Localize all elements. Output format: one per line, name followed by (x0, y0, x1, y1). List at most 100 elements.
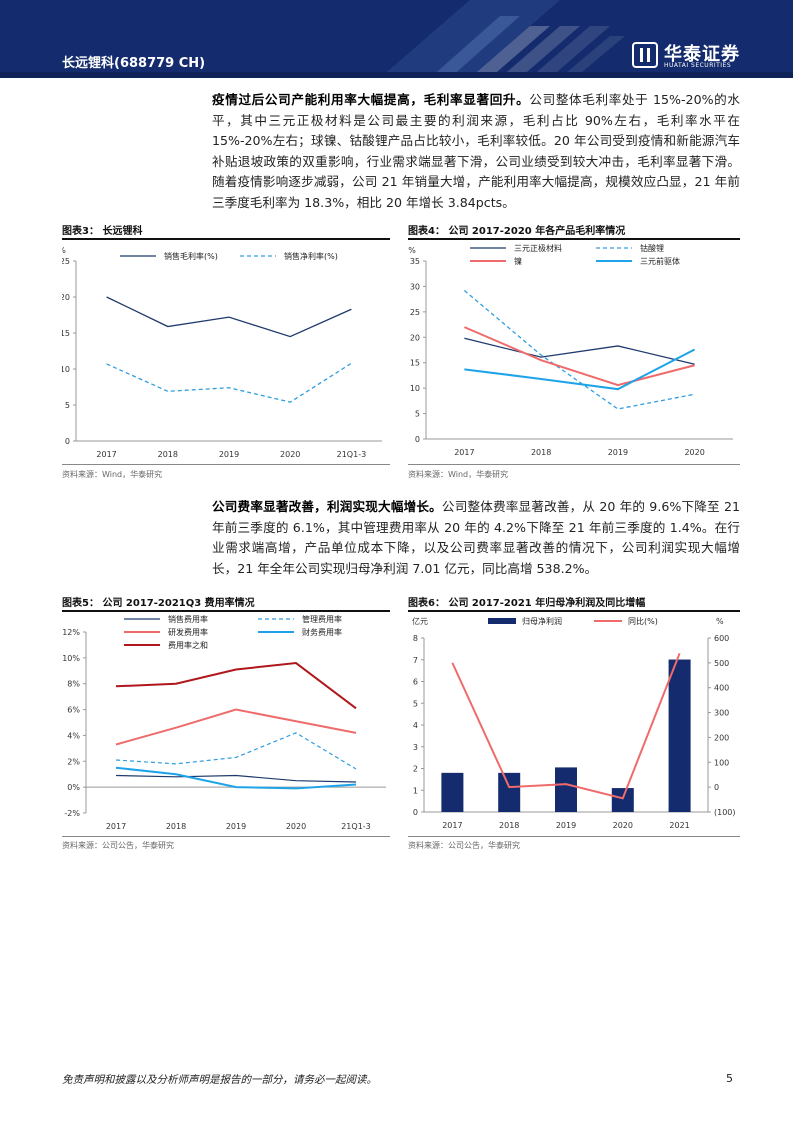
x-tick-label: 2017 (96, 450, 116, 459)
figure-3-top-rule (62, 238, 390, 240)
x-tick-label: 2018 (531, 448, 551, 457)
figure-3-source: 资料来源：Wind，华泰研究 (62, 470, 163, 479)
paragraph-lead: 公司费率显著改善，利润实现大幅增长。 (212, 499, 442, 514)
y-tick-label: 10% (62, 654, 80, 663)
y-tick-label: 5 (415, 410, 420, 419)
x-tick-label: 2020 (280, 450, 300, 459)
legend-label: 销售净利率(%) (284, 251, 338, 261)
paragraph-body: 公司整体费率显著改善，从 20 年的 9.6%下降至 21 年前三季度的 6.1… (212, 499, 741, 576)
paragraph-expense-ratio: 公司费率显著改善，利润实现大幅增长。公司整体费率显著改善，从 20 年的 9.6… (212, 497, 740, 579)
figure-5-source: 资料来源：公司公告，华泰研究 (62, 841, 174, 850)
figure-4-title: 图表4： 公司 2017-2020 年各产品毛利率情况 (408, 226, 626, 237)
paragraph-body: 公司整体毛利率处于 15%-20%的水平，其中三元正极材料是公司最主要的利润来源… (212, 92, 740, 210)
series-line-2 (463, 289, 695, 410)
huatai-logo: 华泰证券 HUATAI SECURITIES (632, 42, 742, 72)
paragraph-lead: 疫情过后公司产能利用率大幅提高，毛利率显著回升。 (212, 92, 530, 107)
y-tick-label: 10 (410, 384, 420, 393)
y-left-tick-label: 5 (413, 699, 418, 708)
figure-6-title: 图表6： 公司 2017-2021 年归母净利润及同比增幅 (408, 598, 646, 609)
y-right-tick-label: 500 (714, 659, 729, 668)
y-tick-label: 2% (67, 757, 80, 766)
y-left-tick-label: 1 (413, 786, 418, 795)
y-left-tick-label: 6 (413, 678, 418, 687)
y-tick-label: 6% (67, 706, 80, 715)
y-left-axis-unit: 亿元 (412, 616, 428, 626)
y-right-tick-label: 400 (714, 684, 729, 693)
y-tick-label: -2% (64, 809, 80, 818)
series-line-4 (464, 348, 696, 391)
stock-ticker: 长远锂科(688779 CH) (62, 56, 206, 71)
legend-label: 三元正极材料 (514, 243, 562, 253)
figure-5-chart: -2% 0% 2% 4% 6% 8% 10% 12% 2017 2018 2019 2020 21Q1-… (62, 614, 386, 831)
page-number: 5 (726, 1072, 733, 1085)
y-right-tick-label: 600 (714, 634, 729, 643)
bar-net-profit (555, 767, 577, 812)
figure-6-top-rule (408, 610, 740, 612)
legend-label: 三元前驱体 (640, 256, 680, 266)
y-tick-label: 8% (67, 680, 80, 689)
figure-6-source: 资料来源：公司公告，华泰研究 (408, 841, 520, 850)
y-left-tick-label: 7 (413, 656, 418, 665)
bar-net-profit (498, 772, 521, 812)
x-tick-label: 2020 (684, 448, 704, 457)
legend-label: 同比(%) (628, 616, 658, 626)
y-tick-label: 4% (67, 731, 80, 740)
x-tick-label: 2021 (669, 821, 689, 830)
footer-disclaimer: 免责声明和披露以及分析师声明是报告的一部分，请务必一起阅读。 (62, 1074, 377, 1086)
y-right-tick-label: 300 (714, 709, 729, 718)
figure-5-bottom-rule (62, 836, 390, 837)
legend-label: 钴酸锂 (640, 243, 664, 253)
series-line-1 (115, 774, 357, 783)
series-line-3 (463, 326, 695, 387)
y-left-tick-label: 0 (413, 808, 418, 817)
figure-5-title: 图表5： 公司 2017-2021Q3 费用率情况 (62, 598, 255, 609)
legend-swatch (488, 618, 516, 624)
series-line-1 (106, 296, 352, 338)
figure-5-top-rule (62, 610, 390, 612)
y-tick-label: 12% (62, 628, 80, 637)
legend-label: 费用率之和 (168, 640, 208, 650)
figure-4-bottom-rule (408, 464, 740, 465)
series-line-2 (106, 362, 352, 403)
bar-net-profit (611, 788, 634, 812)
x-tick-label: 2018 (166, 822, 186, 831)
y-left-tick-label: 8 (413, 634, 418, 643)
y-tick-label: 5 (65, 401, 70, 410)
y-tick-label: 0 (415, 435, 420, 444)
series-line-yoy (451, 652, 681, 800)
figure-3-bottom-rule (62, 464, 390, 465)
legend-label: 归母净利润 (522, 616, 562, 626)
y-tick-label: 0 (65, 437, 70, 446)
figure-6-bottom-rule (408, 836, 740, 837)
figure-4-top-rule (408, 238, 740, 240)
y-tick-label: 10 (62, 365, 70, 374)
x-tick-label: 21Q1-3 (337, 450, 367, 459)
figure-4-source: 资料来源：Wind，华泰研究 (408, 470, 509, 479)
y-left-tick-label: 4 (413, 721, 418, 730)
legend-label: 销售毛利率(%) (164, 251, 218, 261)
y-tick-label: 15 (62, 329, 70, 338)
x-tick-label: 21Q1-3 (341, 822, 371, 831)
y-tick-label: 30 (410, 282, 420, 291)
x-tick-label: 2019 (226, 822, 246, 831)
x-tick-label: 2017 (106, 822, 126, 831)
figure-3-title: 图表3： 长远锂科 (62, 226, 143, 237)
logo-mark-icon (632, 42, 658, 68)
x-tick-label: 2020 (613, 821, 633, 830)
legend-label: 管理费用率 (302, 614, 342, 624)
legend-label: 财务费用率 (302, 627, 342, 637)
series-line-5 (115, 661, 357, 710)
bar-net-profit (441, 772, 464, 812)
y-axis-unit: % (62, 246, 66, 255)
series-line-1 (464, 337, 695, 365)
report-header: 长远锂科(688779 CH) 华泰证券 HUATAI SECURITIES (0, 0, 793, 78)
y-right-tick-label: 0 (714, 783, 719, 792)
y-tick-label: 20 (62, 293, 70, 302)
series-line-4 (115, 766, 357, 790)
figure-3-chart: 0 5 10 15 20 25% 2017 2018 2019 2020 21Q1-3 销售毛利率(%… (62, 246, 382, 459)
y-right-tick-label: 100 (714, 758, 729, 767)
x-tick-label: 2018 (158, 450, 178, 459)
legend-label: 销售费用率 (168, 614, 208, 624)
x-tick-label: 2017 (454, 448, 474, 457)
y-tick-label: 0% (67, 783, 80, 792)
